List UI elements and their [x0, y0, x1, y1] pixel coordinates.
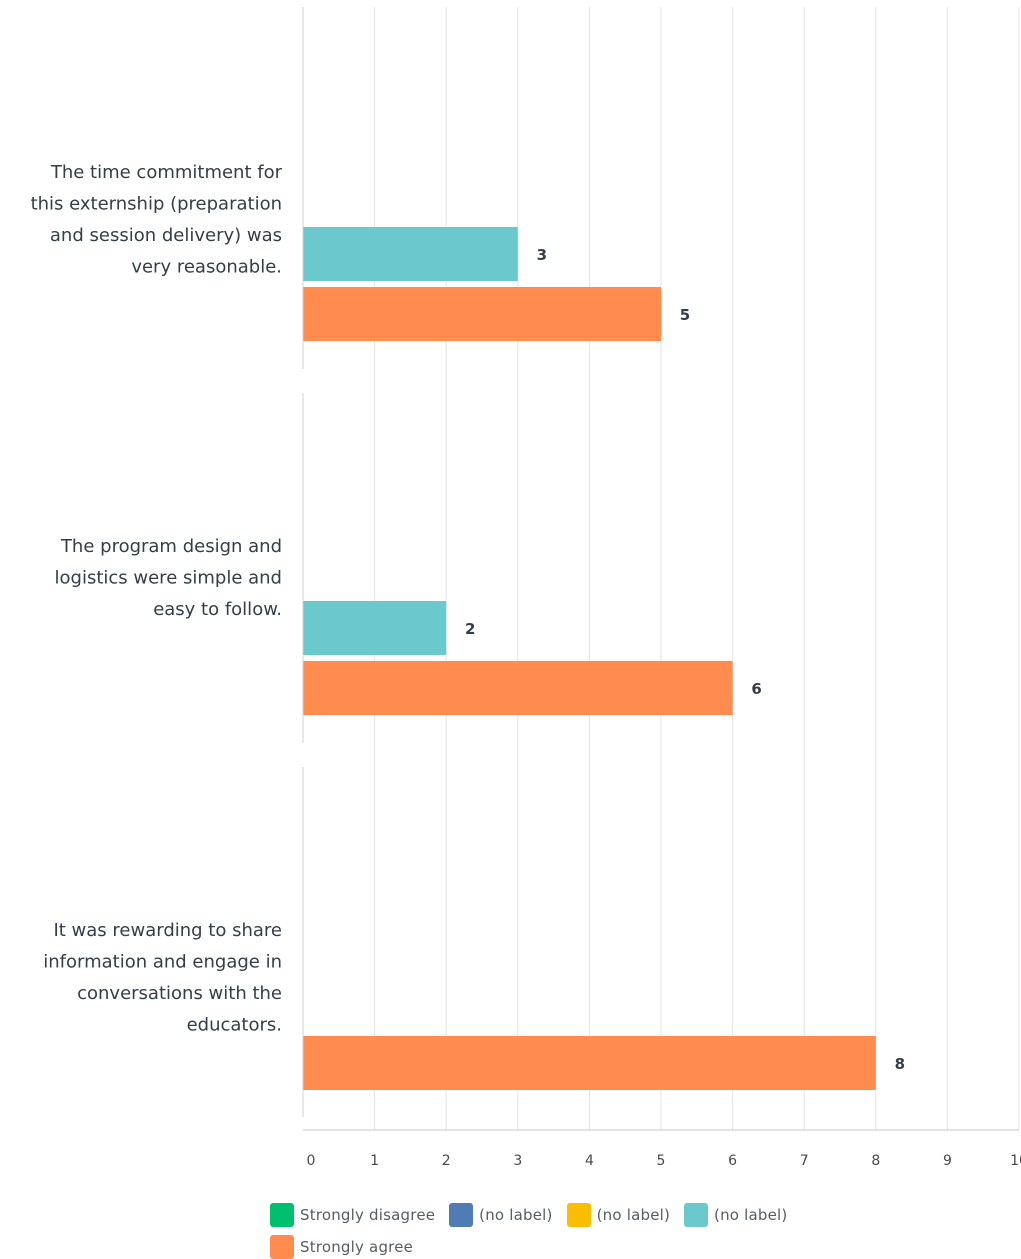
legend-swatch [449, 1203, 474, 1227]
data-label: 5 [680, 306, 690, 324]
category-label: very reasonable. [131, 257, 282, 278]
x-tick-label: 8 [871, 1153, 880, 1169]
legend-label: Strongly disagree [300, 1206, 436, 1224]
data-label: 3 [537, 246, 547, 264]
category-label: logistics were simple and [55, 568, 282, 589]
category-label: The program design and [60, 536, 282, 557]
legend-item[interactable]: Strongly disagree [270, 1203, 435, 1227]
x-tick-label: 2 [442, 1153, 451, 1169]
x-tick-label: 1 [370, 1153, 379, 1169]
data-label: 8 [895, 1055, 905, 1073]
bar-chart: 3 5 2 6 8 0 1 2 3 4 5 6 7 8 9 10 The time commitment f… [31, 7, 1021, 1169]
legend-label: (no label) [714, 1206, 788, 1224]
legend-item[interactable]: (no label) [684, 1203, 787, 1227]
legend-swatch [566, 1203, 591, 1227]
x-tick-label: 6 [728, 1153, 737, 1169]
x-tick-label: 7 [800, 1153, 809, 1169]
legend-item[interactable]: Strongly agree [270, 1235, 413, 1259]
category-label: conversations with the [77, 983, 282, 1004]
legend-label: Strongly agree [300, 1238, 414, 1256]
x-tick-label: 5 [657, 1153, 666, 1169]
legend-item[interactable]: (no label) [449, 1203, 552, 1227]
data-label: 6 [751, 680, 761, 698]
legend-swatch [270, 1203, 294, 1227]
legend-label: (no label) [479, 1206, 553, 1224]
legend-label: (no label) [596, 1206, 671, 1224]
legend: Strongly disagree (no label) (no label) (no… [270, 1203, 910, 1259]
bar [303, 227, 518, 281]
bar [303, 601, 447, 655]
category-label: information and engage in [43, 952, 282, 973]
x-tick-label: 3 [513, 1153, 522, 1169]
category-labels: The time commitment for this externship (… [31, 162, 283, 1036]
axes: 0 1 2 3 4 5 6 7 8 9 10 [302, 7, 1021, 1169]
bars: 3 5 2 6 8 [303, 227, 905, 1090]
x-tick-label: 4 [585, 1153, 594, 1169]
category-label: educators. [187, 1015, 282, 1036]
bar [303, 287, 661, 341]
category-label: this externship (preparation [31, 194, 282, 215]
category-label: and session delivery) was [50, 225, 282, 246]
bar [303, 661, 733, 715]
legend-item[interactable]: (no label) [566, 1203, 671, 1227]
x-tick-label: 10 [1010, 1153, 1021, 1169]
bar [303, 1036, 876, 1090]
category-label: It was rewarding to share [53, 920, 282, 941]
grid-lines [374, 7, 1020, 1130]
category-label: easy to follow. [153, 599, 282, 620]
category-label: The time commitment for [50, 162, 283, 183]
x-tick-label: 9 [943, 1153, 952, 1169]
legend-swatch [270, 1235, 294, 1259]
x-tick-label: 0 [307, 1153, 316, 1169]
data-label: 2 [465, 620, 475, 638]
legend-swatch [684, 1203, 709, 1227]
